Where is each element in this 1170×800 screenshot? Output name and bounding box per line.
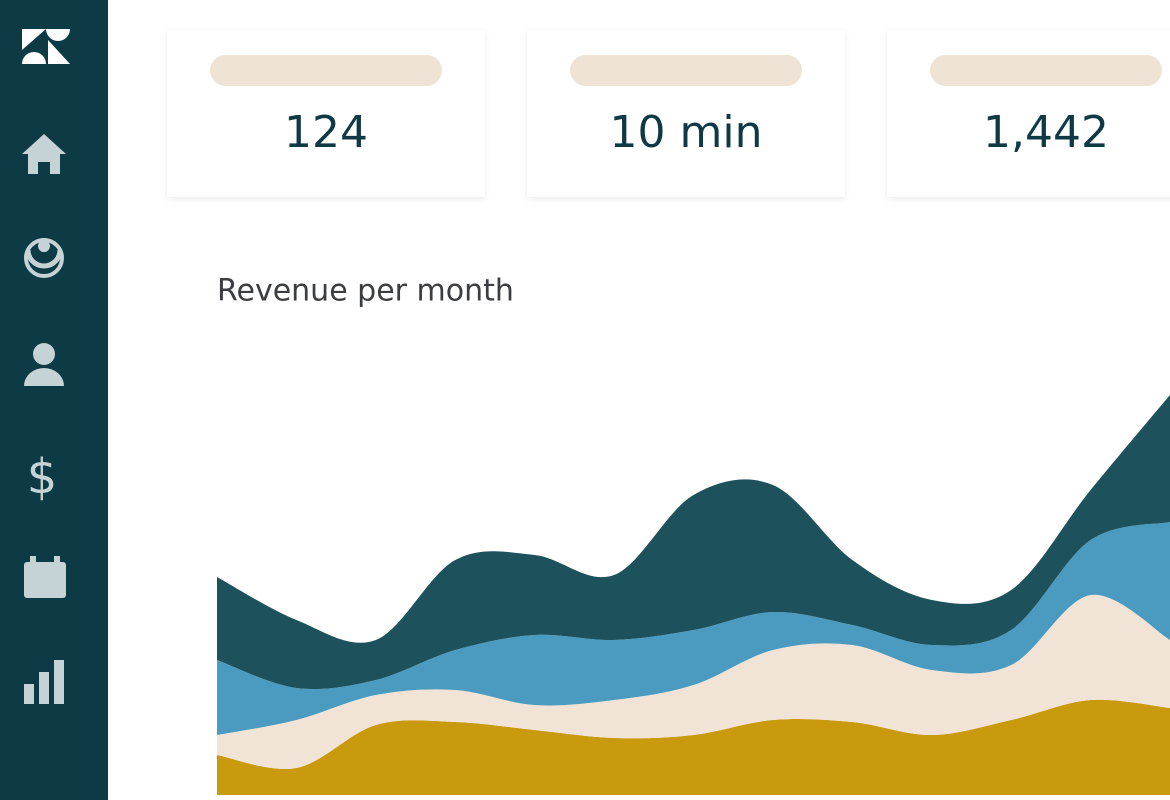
chart <box>217 395 1170 795</box>
calendar-icon[interactable] <box>24 556 66 598</box>
area <box>217 522 1170 735</box>
logo[interactable] <box>22 29 70 64</box>
user-icon[interactable] <box>24 343 64 386</box>
kpi-label-placeholder <box>930 55 1162 86</box>
area <box>217 699 1170 795</box>
channels-icon[interactable] <box>24 238 64 278</box>
dollar-icon[interactable]: $ <box>27 449 58 505</box>
reports-icon[interactable] <box>24 660 64 704</box>
area <box>217 395 1170 690</box>
chart-title: Revenue per month <box>217 274 514 309</box>
kpi-label-placeholder <box>210 55 442 86</box>
home-icon[interactable] <box>22 134 66 174</box>
kpi-value: 1,442 <box>983 107 1109 158</box>
kpi-label-placeholder <box>570 55 802 86</box>
area <box>217 594 1170 769</box>
kpi-value: 10 min <box>610 107 763 158</box>
kpi-value: 124 <box>284 107 368 158</box>
